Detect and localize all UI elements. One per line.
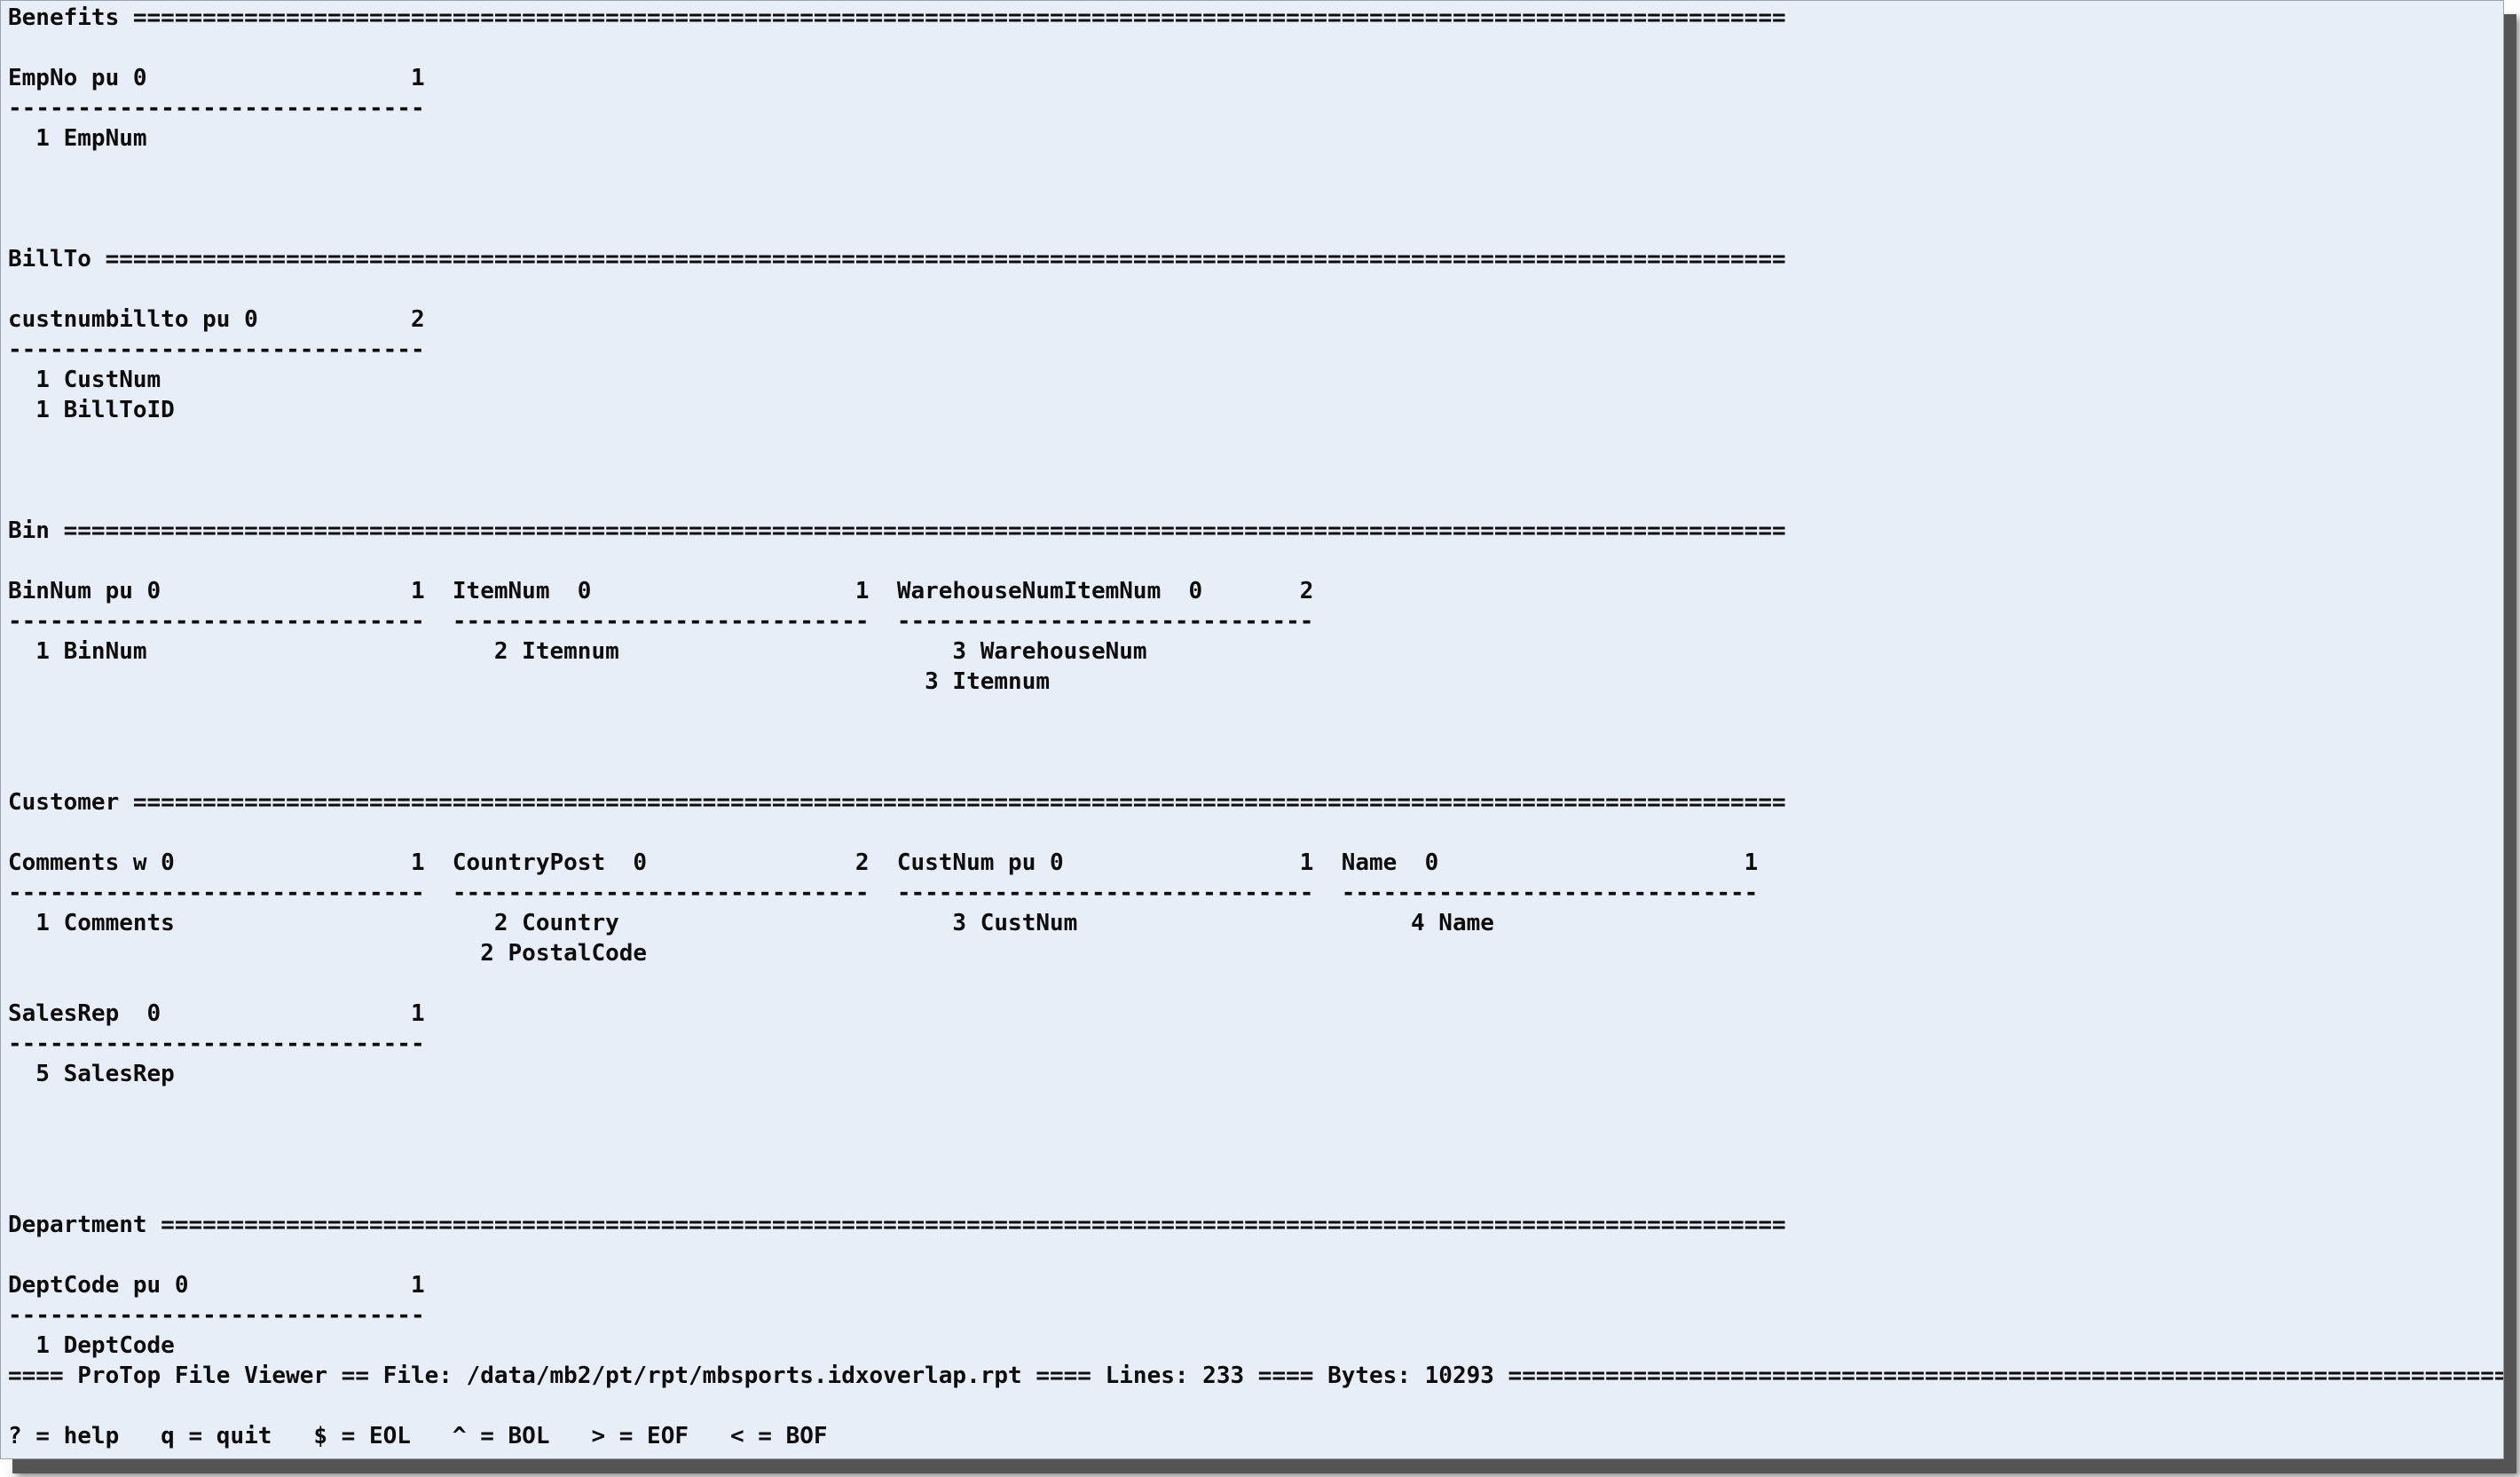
terminal-blank-line — [8, 817, 2503, 848]
field-row-customer-2: 2 PostalCode — [8, 940, 648, 967]
index-header-customer-row: Comments w 0 1 CountryPost 0 2 CustNum p… — [8, 849, 1759, 876]
terminal-blank-line — [8, 727, 2503, 757]
terminal-blank-line — [8, 154, 2503, 184]
terminal-blank-line — [8, 1180, 2503, 1210]
status-bar: ==== ProTop File Viewer == File: /data/m… — [8, 1362, 2503, 1389]
terminal-blank-line — [8, 486, 2503, 516]
field-row-custnum: 1 CustNum — [8, 367, 161, 393]
field-row-bin-1: 1 BinNum 2 Itemnum 3 WarehouseNum — [8, 638, 1147, 665]
index-separator-row: ------------------------------ ---------… — [8, 608, 1314, 635]
terminal-blank-line — [8, 697, 2503, 727]
field-row-billtoid: 1 BillToID — [8, 397, 175, 423]
terminal-blank-line — [8, 1119, 2503, 1149]
terminal-blank-line — [8, 33, 2503, 63]
terminal-blank-line — [8, 274, 2503, 304]
index-separator-row: ------------------------------ ---------… — [8, 880, 1759, 906]
index-separator: ------------------------------ — [8, 1031, 425, 1057]
file-viewer-screen[interactable]: Benefits ===============================… — [1, 1, 2503, 1458]
index-header-deptcode: DeptCode pu 0 1 — [8, 1272, 425, 1299]
terminal-blank-line — [8, 1391, 2503, 1421]
terminal-blank-line — [8, 214, 2503, 244]
terminal-blank-line — [8, 1240, 2503, 1270]
index-header-empno: EmpNo pu 0 1 — [8, 65, 425, 91]
terminal-blank-line — [8, 546, 2503, 576]
field-row-customer-1: 1 Comments 2 Country 3 CustNum 4 Name — [8, 910, 1494, 936]
field-row-salesrep: 5 SalesRep — [8, 1061, 175, 1087]
terminal-blank-line — [8, 968, 2503, 999]
terminal-blank-line — [8, 184, 2503, 214]
terminal-blank-line — [8, 1149, 2503, 1180]
index-header-custnumbillto: custnumbillto pu 0 2 — [8, 306, 425, 333]
section-header-billto: BillTo =================================… — [8, 246, 1786, 272]
field-row-bin-2: 3 Itemnum — [8, 668, 1050, 695]
index-separator: ------------------------------ — [8, 95, 425, 122]
section-header-customer: Customer ===============================… — [8, 789, 1786, 816]
section-header-department: Department =============================… — [8, 1212, 1786, 1238]
terminal-blank-line — [8, 425, 2503, 455]
terminal-blank-line — [8, 1089, 2503, 1119]
field-row-deptcode: 1 DeptCode — [8, 1332, 175, 1359]
section-header-benefits: Benefits ===============================… — [8, 4, 1786, 31]
index-header-salesrep: SalesRep 0 1 — [8, 1000, 425, 1027]
index-separator: ------------------------------ — [8, 336, 425, 363]
field-row-empnum: 1 EmpNum — [8, 125, 147, 152]
index-header-bin-row: BinNum pu 0 1 ItemNum 0 1 WarehouseNumIt… — [8, 578, 1314, 604]
section-header-bin: Bin ====================================… — [8, 517, 1786, 544]
terminal-blank-line — [8, 757, 2503, 787]
index-separator: ------------------------------ — [8, 1302, 425, 1329]
help-bar: ? = help q = quit $ = EOL ^ = BOL > = EO… — [8, 1423, 828, 1449]
terminal-blank-line — [8, 455, 2503, 486]
